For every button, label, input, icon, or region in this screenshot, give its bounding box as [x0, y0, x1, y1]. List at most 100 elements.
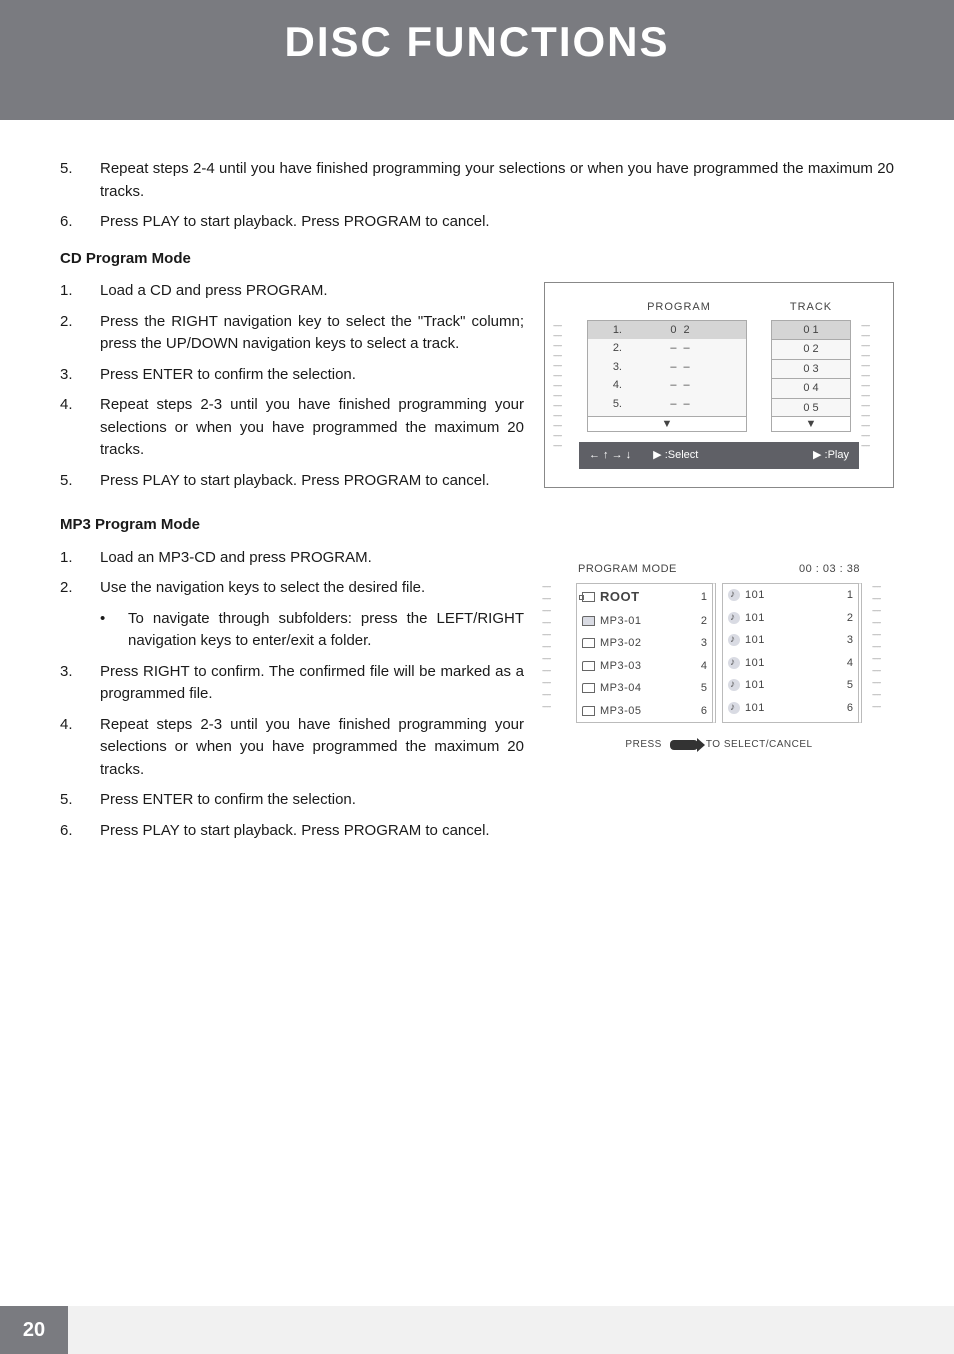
- row-label: 101: [745, 587, 834, 604]
- row-label: 101: [745, 610, 834, 627]
- step-number: 4.: [60, 394, 100, 462]
- nav-arrows-icon: ← ↑ → ↓: [589, 447, 631, 464]
- down-arrow-icon: ▼: [587, 416, 747, 432]
- step-number: 2.: [60, 311, 100, 356]
- page-header: DISC FUNCTIONS: [0, 0, 954, 120]
- cd-step: 3.Press ENTER to confirm the selection.: [60, 364, 524, 387]
- row-label: MP3-04: [600, 680, 688, 697]
- step-text: Press ENTER to confirm the selection.: [100, 789, 894, 812]
- select-label: ▶ :Select: [653, 447, 698, 464]
- row-label: 101: [745, 677, 834, 694]
- row-num: 2.: [594, 340, 622, 357]
- folder-icon: [582, 706, 595, 716]
- row-label: MP3-01: [600, 613, 688, 630]
- folder-icon: [582, 638, 595, 648]
- cd-step: 4.Repeat steps 2-3 until you have finish…: [60, 394, 524, 462]
- bullet-icon: •: [100, 608, 128, 653]
- row-num: 1.: [594, 322, 622, 339]
- mp3-step: 4.Repeat steps 2-3 until you have finish…: [60, 714, 524, 782]
- row-num: 6: [693, 703, 707, 720]
- music-note-icon: [728, 634, 740, 646]
- mp3-footer: PRESS TO SELECT/CANCEL: [572, 723, 866, 754]
- step-number: 5.: [60, 158, 100, 203]
- intro-step: 5. Repeat steps 2-4 until you have finis…: [60, 158, 894, 203]
- row-num: 1: [693, 589, 707, 606]
- arrow-right-icon: [670, 740, 698, 750]
- mp3-row: 1013: [723, 629, 858, 652]
- time-display: 00 : 03 : 38: [799, 561, 860, 578]
- mp3-row: 101 6: [723, 697, 858, 720]
- music-note-icon: [728, 657, 740, 669]
- page-title: DISC FUNCTIONS: [285, 18, 670, 66]
- mp3-row: ROOT 1: [577, 584, 712, 610]
- step-number: 4.: [60, 714, 100, 782]
- row-label: ROOT: [600, 587, 688, 607]
- step-number: 2.: [60, 577, 100, 600]
- row-val: 0 2: [622, 322, 740, 339]
- folder-icon: [582, 683, 595, 693]
- press-label: PRESS: [625, 737, 661, 752]
- cd-step: 2.Press the RIGHT navigation key to sele…: [60, 311, 524, 356]
- step-text: Use the navigation keys to select the de…: [100, 577, 524, 600]
- step-text: Press PLAY to start playback. Press PROG…: [100, 211, 894, 234]
- row-label: MP3-05: [600, 703, 688, 720]
- cd-footer-bar: ← ↑ → ↓ ▶ :Select ▶ :Play: [579, 442, 859, 469]
- mp3-program-screenshot: ----------------------------------------…: [544, 551, 894, 765]
- mp3-file-column: 1011 1012 1013 1014 1015 1016: [722, 583, 862, 723]
- cd-step: 5.Press PLAY to start playback. Press PR…: [60, 470, 524, 493]
- mp3-heading: MP3 Program Mode: [60, 514, 894, 537]
- row-label: 101: [745, 700, 834, 717]
- mp3-step: 2.Use the navigation keys to select the …: [60, 577, 524, 600]
- program-row: 3.– –: [588, 358, 746, 377]
- program-row: 2.– –: [588, 339, 746, 358]
- step-text: Repeat steps 2-3 until you have finished…: [100, 714, 524, 782]
- root-icon: [582, 592, 595, 602]
- program-row: 4.– –: [588, 376, 746, 395]
- music-note-icon: [728, 589, 740, 601]
- intro-step: 6. Press PLAY to start playback. Press P…: [60, 211, 894, 234]
- step-text: Load a CD and press PROGRAM.: [100, 280, 524, 303]
- row-val: – –: [622, 396, 740, 413]
- step-number: 6.: [60, 820, 100, 843]
- step-number: 6.: [60, 211, 100, 234]
- track-cell: 0 1: [771, 320, 851, 341]
- track-table: 0 1 0 2 0 3 0 4 0 5: [771, 320, 851, 418]
- step-text: Repeat steps 2-4 until you have finished…: [100, 158, 894, 203]
- mp3-row: MP3-023: [577, 632, 712, 655]
- mp3-step: 6.Press PLAY to start playback. Press PR…: [60, 820, 894, 843]
- decorative-marks: ----------------------------------------…: [861, 321, 885, 451]
- row-num: 4: [693, 658, 707, 675]
- step-text: Repeat steps 2-3 until you have finished…: [100, 394, 524, 462]
- program-label: PROGRAM: [587, 299, 771, 316]
- folder-open-icon: [582, 616, 595, 626]
- row-num: 6: [839, 700, 853, 717]
- program-row: 1.0 2: [588, 321, 746, 340]
- row-num: 3: [693, 635, 707, 652]
- row-num: 2: [693, 613, 707, 630]
- step-text: Press PLAY to start playback. Press PROG…: [100, 470, 524, 493]
- step-number: 5.: [60, 470, 100, 493]
- play-label: ▶ :Play: [813, 447, 849, 464]
- step-number: 3.: [60, 364, 100, 387]
- folder-icon: [582, 661, 595, 671]
- mp3-step: 5.Press ENTER to confirm the selection.: [60, 789, 894, 812]
- decorative-marks: ----------------------------------------…: [553, 321, 577, 451]
- mp3-row: MP3-034: [577, 655, 712, 678]
- program-mode-label: PROGRAM MODE: [578, 561, 677, 578]
- cd-heading: CD Program Mode: [60, 248, 894, 271]
- mp3-folder-column: ROOT1 MP3-012 MP3-023 MP3-034 MP3-045 MP…: [576, 583, 716, 723]
- decorative-marks: ----------------------------------------…: [542, 581, 566, 713]
- step-text: Press RIGHT to confirm. The confirmed fi…: [100, 661, 524, 706]
- row-num: 2: [839, 610, 853, 627]
- track-cell: 0 3: [771, 359, 851, 380]
- mp3-sub-bullet: • To navigate through subfolders: press …: [60, 608, 524, 653]
- page-number-tab: 20: [0, 1306, 68, 1354]
- track-cell: 0 5: [771, 398, 851, 419]
- mp3-step: 1.Load an MP3-CD and press PROGRAM.: [60, 547, 524, 570]
- step-text: Load an MP3-CD and press PROGRAM.: [100, 547, 524, 570]
- row-num: 4: [839, 655, 853, 672]
- step-number: 1.: [60, 547, 100, 570]
- mp3-row: MP3-05 6: [577, 700, 712, 723]
- down-arrow-icon: ▼: [771, 416, 851, 432]
- step-text: Press ENTER to confirm the selection.: [100, 364, 524, 387]
